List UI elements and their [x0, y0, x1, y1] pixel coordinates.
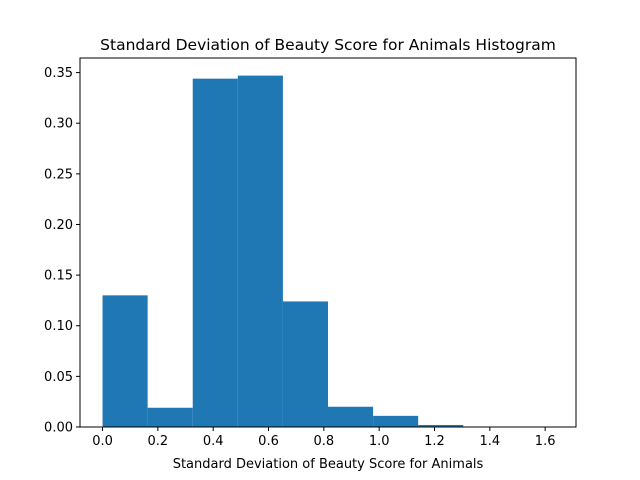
y-tick-label: 0.15 [44, 269, 73, 284]
x-tick-label: 0.6 [258, 434, 279, 449]
histogram-bar [102, 295, 148, 427]
y-axis-ticks: 0.00 0.05 0.10 0.15 0.20 0.25 0.30 0.35 [44, 66, 80, 436]
y-tick-label: 0.25 [44, 167, 73, 182]
y-tick-label: 0.10 [44, 319, 73, 334]
histogram-bar [282, 301, 328, 427]
y-tick-label: 0.00 [44, 421, 73, 436]
histogram-bar [237, 75, 283, 427]
x-axis-ticks: 0.0 0.2 0.4 0.6 0.8 1.0 1.2 1.4 1.6 [92, 427, 555, 449]
histogram-bar [192, 78, 238, 427]
x-tick-label: 0.2 [148, 434, 169, 449]
x-tick-label: 0.4 [203, 434, 224, 449]
x-axis-label: Standard Deviation of Beauty Score for A… [173, 457, 484, 472]
y-tick-label: 0.35 [44, 66, 73, 81]
x-tick-label: 0.8 [314, 434, 335, 449]
chart-title: Standard Deviation of Beauty Score for A… [100, 36, 556, 54]
plot-frame [79, 57, 577, 428]
y-tick-label: 0.20 [44, 218, 73, 233]
histogram-bar [418, 424, 464, 427]
histogram-bar [147, 407, 193, 427]
bars-group [102, 75, 464, 427]
x-tick-label: 1.6 [535, 434, 556, 449]
histogram-bar [328, 406, 374, 427]
x-tick-label: 1.0 [369, 434, 390, 449]
histogram-bar [373, 415, 419, 427]
y-tick-label: 0.05 [44, 370, 73, 385]
x-tick-label: 0.0 [92, 434, 113, 449]
y-tick-label: 0.30 [44, 117, 73, 132]
x-tick-label: 1.2 [424, 434, 445, 449]
x-tick-label: 1.4 [479, 434, 500, 449]
